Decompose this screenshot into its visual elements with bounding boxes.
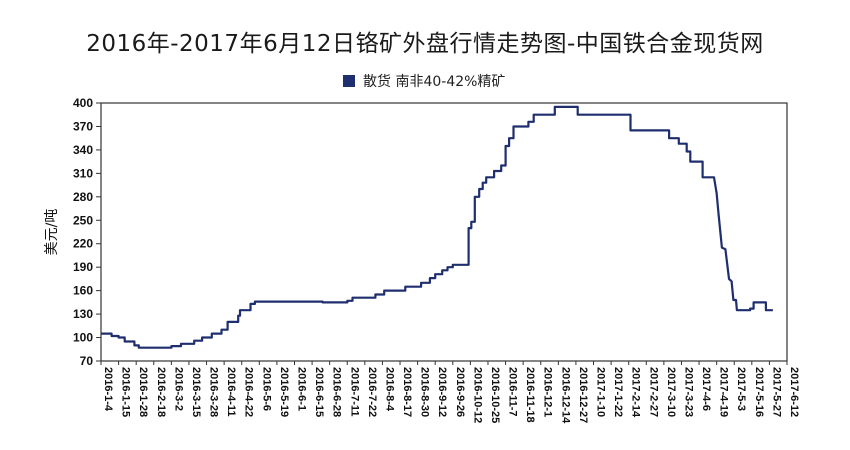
series-line xyxy=(101,105,773,349)
x-tick-label: 2017-4-6 xyxy=(700,367,712,411)
y-tick-label: 160 xyxy=(73,284,93,298)
x-tick-label: 2016-6-1 xyxy=(295,367,307,411)
x-tick-label: 2016-11-7 xyxy=(507,367,519,417)
x-tick-label: 2016-10-12 xyxy=(471,367,483,423)
x-tick-label: 2016-2-18 xyxy=(155,367,167,417)
y-axis-title: 美元/吨 xyxy=(44,209,60,256)
x-tick-label: 2017-5-16 xyxy=(753,367,765,417)
x-tick-label: 2016-9-12 xyxy=(436,367,448,417)
y-tick-label: 100 xyxy=(73,331,93,345)
x-tick-label: 2016-8-4 xyxy=(383,367,395,412)
x-tick-label: 2016-10-25 xyxy=(489,367,501,423)
y-tick-label: 220 xyxy=(73,237,93,251)
legend: 散货 南非40-42%精矿 xyxy=(343,70,505,92)
x-tick-label: 2017-5-3 xyxy=(735,367,747,411)
x-tick-label: 2016-8-30 xyxy=(419,367,431,417)
chart-title: 2016年-2017年6月12日铬矿外盘行情走势图-中国铁合金现货网 xyxy=(86,31,764,57)
x-tick-label: 2016-1-28 xyxy=(137,367,149,417)
x-tick-label: 2016-12-27 xyxy=(577,367,589,423)
plot-frame xyxy=(100,102,788,362)
y-tick-label: 310 xyxy=(73,166,93,180)
x-tick-label: 2017-1-10 xyxy=(595,367,607,417)
x-tick-label: 2017-4-19 xyxy=(718,367,730,417)
x-tick-label: 2017-3-10 xyxy=(665,367,677,417)
x-tick-label: 2016-6-28 xyxy=(331,367,343,417)
x-tick-label: 2016-7-22 xyxy=(366,367,378,417)
x-tick-label: 2016-5-6 xyxy=(260,367,272,411)
y-tick-label: 370 xyxy=(73,119,93,133)
x-tick-label: 2016-1-4 xyxy=(102,367,114,412)
y-tick-label: 130 xyxy=(73,307,93,321)
x-tick-label: 2016-12-14 xyxy=(559,367,571,424)
x-tick-label: 2016-11-18 xyxy=(524,367,536,423)
x-tick-label: 2017-3-23 xyxy=(682,367,694,417)
x-tick-label: 2016-12-1 xyxy=(542,367,554,417)
x-tick-label: 2017-2-27 xyxy=(647,367,659,417)
x-tick-label: 2016-3-15 xyxy=(190,367,202,417)
x-tick-label: 2017-2-14 xyxy=(630,367,642,418)
y-tick-label: 280 xyxy=(73,190,93,204)
x-tick-label: 2017-5-27 xyxy=(770,367,782,417)
y-tick-label: 400 xyxy=(73,96,93,110)
x-tick-label: 2017-1-22 xyxy=(612,367,624,417)
x-tick-label: 2016-1-15 xyxy=(120,367,132,417)
y-tick-label: 190 xyxy=(73,260,93,274)
y-tick-label: 250 xyxy=(73,213,93,227)
legend-label: 散货 南非40-42%精矿 xyxy=(363,74,506,90)
x-tick-label: 2016-6-15 xyxy=(313,367,325,417)
x-tick-label: 2016-7-11 xyxy=(348,367,360,417)
x-tick-label: 2016-4-22 xyxy=(243,367,255,417)
x-tick-label: 2016-8-17 xyxy=(401,367,413,417)
x-tick-label: 2016-3-28 xyxy=(208,367,220,417)
x-tick-label: 2016-3-2 xyxy=(172,367,184,411)
x-tick-label: 2016-9-26 xyxy=(454,367,466,417)
legend-swatch xyxy=(343,75,355,87)
x-tick-label: 2017-6-12 xyxy=(788,367,800,417)
y-tick-label: 70 xyxy=(80,354,94,368)
y-tick-label: 340 xyxy=(73,143,93,157)
x-tick-label: 2016-5-19 xyxy=(278,367,290,417)
x-tick-label: 2016-4-11 xyxy=(225,367,237,417)
